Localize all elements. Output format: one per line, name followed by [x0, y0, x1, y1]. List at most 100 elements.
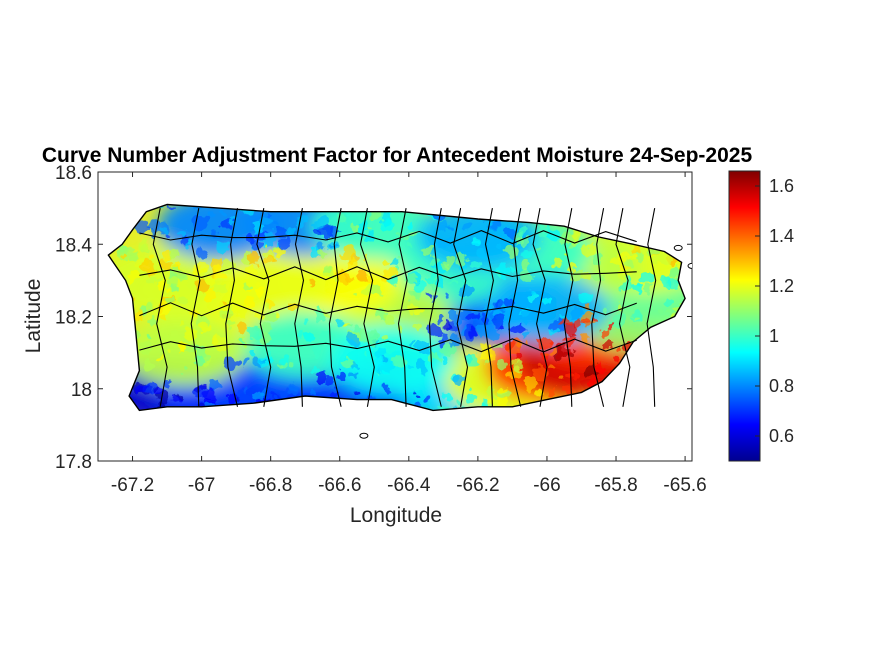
field-speckle — [665, 307, 675, 317]
field-speckle — [493, 309, 502, 317]
field-speckle — [436, 315, 444, 323]
field-speckle — [272, 246, 278, 252]
field-speckle — [193, 355, 205, 367]
field-speckle — [227, 393, 239, 405]
field-speckle — [204, 211, 213, 220]
field-speckle — [276, 225, 288, 238]
field-speckle — [346, 258, 360, 271]
field-speckle — [392, 355, 406, 369]
x-tick-label: -66.8 — [249, 475, 292, 496]
field-speckle — [407, 365, 413, 371]
field-speckle — [548, 350, 555, 357]
field-speckle — [513, 363, 524, 374]
municipality-boundary — [256, 207, 272, 407]
field-speckle — [146, 294, 153, 301]
field-speckle — [470, 259, 480, 270]
municipality-boundary — [294, 207, 305, 407]
field-speckle — [464, 223, 473, 232]
field-speckle — [382, 386, 390, 393]
field-speckle — [429, 255, 441, 267]
field-speckle — [501, 250, 506, 255]
field-speckle — [385, 259, 391, 265]
field-speckle — [211, 229, 219, 236]
colorbar-tick-label: 1.6 — [769, 176, 794, 196]
field-speckle — [168, 248, 179, 258]
field-speckle — [415, 308, 424, 316]
field-speckle — [536, 225, 551, 240]
field-speckle — [471, 237, 481, 247]
field-speckle — [305, 332, 313, 340]
field-speckle — [528, 289, 535, 296]
field-speckle — [424, 350, 435, 361]
field-speckle — [297, 329, 306, 338]
field-speckle — [441, 262, 448, 270]
field-speckle — [212, 336, 226, 350]
field-speckle — [388, 277, 399, 288]
field-speckle — [341, 357, 354, 370]
field-speckle — [541, 297, 550, 306]
field-speckle — [341, 245, 356, 259]
colorbar: 0.6 0.8 1 1.2 1.4 1.6 — [728, 170, 794, 462]
field-speckle — [407, 274, 415, 282]
field-speckle — [550, 366, 555, 372]
municipality-boundary — [139, 338, 637, 353]
field-speckle — [558, 314, 563, 320]
field-speckle — [425, 274, 436, 285]
field-speckle — [570, 332, 575, 337]
field-speckle — [642, 285, 653, 296]
field-speckle — [243, 297, 255, 309]
field-speckle — [149, 318, 157, 325]
field-speckle — [599, 326, 610, 337]
field-speckle — [383, 219, 394, 230]
field-speckle — [536, 245, 542, 251]
field-speckle — [251, 221, 264, 234]
field-speckle — [194, 280, 208, 294]
field-speckle — [160, 311, 168, 320]
field-speckle — [397, 256, 403, 261]
field-speckle — [201, 387, 216, 401]
field-speckle — [220, 307, 233, 320]
field-speckle — [159, 259, 172, 272]
field-speckle — [289, 362, 295, 369]
field-speckle — [416, 396, 422, 402]
field-speckle — [571, 347, 576, 351]
field-speckle — [571, 270, 585, 285]
field-speckle — [412, 281, 426, 295]
field-speckle — [240, 360, 246, 366]
field-speckle — [522, 332, 529, 339]
field-speckle — [496, 358, 509, 370]
field-speckle — [658, 309, 664, 315]
field-speckle — [241, 339, 247, 344]
field-speckle — [429, 323, 442, 337]
field-speckle — [311, 387, 320, 396]
field-speckle — [521, 249, 533, 261]
field-speckle — [371, 357, 385, 371]
field-speckle — [317, 249, 327, 258]
field-speckle — [438, 219, 452, 233]
field-speckle — [374, 347, 386, 360]
field-speckle — [351, 372, 357, 379]
x-tick-label: -67 — [188, 475, 215, 496]
field-speckle — [148, 229, 156, 237]
field-speckle — [504, 228, 515, 239]
field-speckle — [562, 384, 572, 393]
field-speckle — [196, 247, 206, 258]
field-speckle — [139, 258, 153, 273]
field-speckle — [180, 365, 188, 372]
field-speckle — [439, 332, 449, 342]
field-speckle — [534, 392, 542, 400]
field-speckle — [247, 351, 256, 360]
field-speckle — [319, 329, 331, 341]
field-speckle — [359, 330, 368, 339]
field-speckle — [255, 280, 263, 288]
colorbar-tick-label: 0.8 — [769, 376, 794, 396]
field-speckle — [517, 226, 527, 236]
x-tick-label: -65.8 — [594, 475, 637, 496]
y-tick-label: 18.2 — [55, 308, 92, 329]
field-speckle — [314, 371, 327, 383]
field-speckle — [336, 371, 347, 383]
municipality-boundary — [152, 207, 168, 407]
x-axis: -67.2 -67 -66.8 -66.6 -66.4 -66.2 -66 -65.8 -65.… — [111, 172, 707, 496]
field-speckle — [165, 380, 173, 389]
